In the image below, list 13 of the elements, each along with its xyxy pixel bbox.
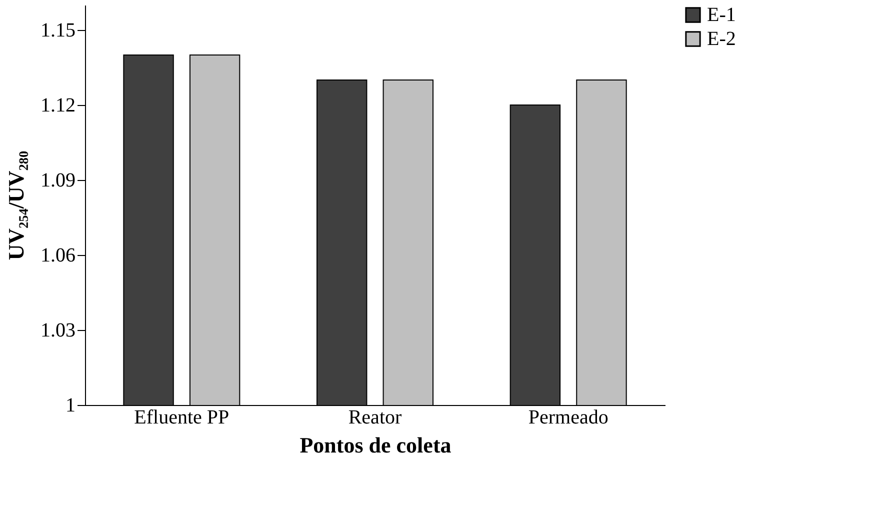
x-axis-title: Pontos de coleta — [300, 432, 452, 458]
x-tick-label: Efluente PP — [134, 406, 230, 428]
y-tick-label: 1.03 — [40, 320, 76, 342]
x-tick-label: Permeado — [528, 406, 608, 428]
legend-label: E-2 — [707, 28, 736, 50]
y-axis-title: UV₂₅₄/UV₂₈₀ — [4, 150, 28, 260]
legend-label: E-1 — [707, 4, 736, 26]
y-tick-label: 1.09 — [40, 170, 76, 192]
y-tick-label: 1.12 — [40, 94, 76, 116]
x-tick-label: Reator — [348, 406, 402, 428]
y-tick-label: 1 — [66, 394, 76, 416]
y-tick-label: 1.06 — [40, 244, 76, 266]
y-tick-label: 1.15 — [40, 20, 76, 42]
